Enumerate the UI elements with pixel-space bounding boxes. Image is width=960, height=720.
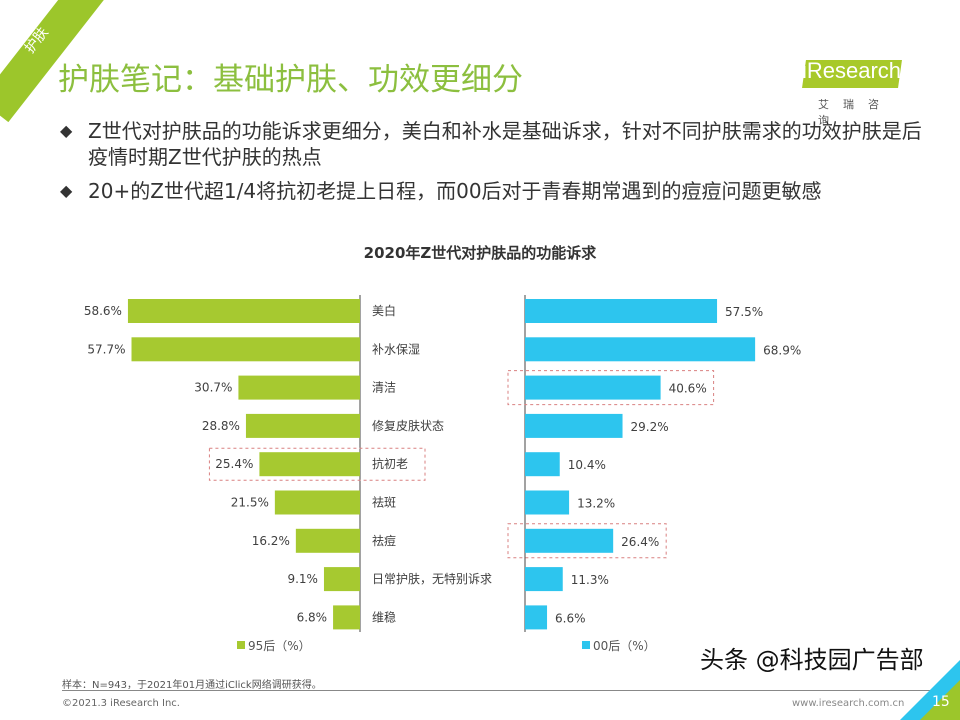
logo-subtitle: 艾瑞咨询 bbox=[818, 98, 893, 127]
bar-00 bbox=[525, 490, 570, 515]
bar-95 bbox=[238, 375, 360, 400]
category-label: 抗初老 bbox=[372, 456, 408, 471]
bar-00 bbox=[525, 452, 560, 477]
bar-95 bbox=[259, 452, 360, 477]
data-label-95: 57.7% bbox=[87, 342, 125, 356]
highlight-box bbox=[208, 447, 426, 481]
data-label-95: 28.8% bbox=[202, 419, 240, 433]
logo-text: iResearch bbox=[802, 58, 902, 83]
bullet-item: ◆ Z世代对护肤品的功能诉求更细分，美白和补水是基础诉求，针对不同护肤需求的功效护… bbox=[60, 118, 930, 170]
data-label-00: 10.4% bbox=[568, 458, 606, 472]
category-label: 维稳 bbox=[372, 609, 396, 624]
data-label-95: 9.1% bbox=[287, 572, 318, 586]
highlight-box bbox=[507, 370, 715, 406]
data-label-00: 6.6% bbox=[555, 611, 586, 625]
highlight-box bbox=[507, 523, 667, 559]
bar-00 bbox=[525, 605, 548, 630]
data-label-00: 26.4% bbox=[621, 535, 659, 549]
bullet-text: Z世代对护肤品的功能诉求更细分，美白和补水是基础诉求，针对不同护肤需求的功效护肤… bbox=[88, 119, 922, 169]
bullet-item: ◆ 20+的Z世代超1/4将抗初老提上日程，而00后对于青春期常遇到的痘痘问题更敏… bbox=[60, 178, 930, 204]
category-label: 祛斑 bbox=[372, 496, 396, 510]
legend-swatch-00 bbox=[582, 641, 590, 649]
category-label: 祛痘 bbox=[372, 533, 396, 548]
bar-95 bbox=[274, 490, 360, 515]
data-label-95: 16.2% bbox=[252, 534, 290, 548]
data-label-95: 30.7% bbox=[194, 381, 232, 395]
chart-title: 2020年Z世代对护肤品的功能诉求 bbox=[363, 244, 597, 262]
copyright: ©2021.3 iResearch Inc. bbox=[62, 698, 180, 709]
data-label-00: 13.2% bbox=[577, 497, 615, 511]
bar-00 bbox=[525, 567, 563, 592]
diamond-icon: ◆ bbox=[60, 121, 73, 140]
bar-95 bbox=[295, 528, 360, 553]
bullet-text: 20+的Z世代超1/4将抗初老提上日程，而00后对于青春期常遇到的痘痘问题更敏感 bbox=[88, 179, 822, 203]
website-url: www.iresearch.com.cn bbox=[792, 698, 905, 709]
category-label: 美白 bbox=[372, 303, 396, 318]
watermark: 头条 @科技园广告部 bbox=[700, 646, 924, 674]
bar-95 bbox=[131, 337, 360, 362]
data-label-00: 57.5% bbox=[725, 305, 763, 319]
category-label: 清洁 bbox=[372, 381, 396, 395]
legend-swatch-95 bbox=[237, 641, 245, 649]
data-label-95: 21.5% bbox=[231, 496, 269, 510]
data-label-00: 68.9% bbox=[763, 343, 801, 357]
data-label-00: 11.3% bbox=[571, 573, 609, 587]
bar-95 bbox=[323, 567, 360, 592]
category-label: 补水保湿 bbox=[372, 341, 420, 356]
sample-note: 样本：N=943，于2021年01月通过iClick网络调研获得。 bbox=[62, 680, 322, 691]
bar-00 bbox=[525, 413, 623, 438]
data-label-00: 29.2% bbox=[631, 420, 669, 434]
data-label-95: 6.8% bbox=[297, 610, 328, 624]
diamond-icon: ◆ bbox=[60, 181, 73, 200]
category-label: 修复皮肤状态 bbox=[372, 418, 444, 433]
bar-95 bbox=[245, 413, 360, 438]
data-label-00: 40.6% bbox=[669, 382, 707, 396]
legend-label-95: 95后（%） bbox=[248, 639, 311, 653]
divider bbox=[62, 690, 932, 691]
bar-95 bbox=[127, 299, 360, 323]
bar-00 bbox=[525, 375, 661, 400]
bar-00 bbox=[525, 299, 718, 323]
bar-00 bbox=[525, 337, 756, 362]
bar-00 bbox=[525, 528, 614, 553]
page-title: 护肤笔记：基础护肤、功效更细分 bbox=[58, 62, 523, 98]
legend-label-00: 00后（%） bbox=[593, 639, 656, 653]
page-number: 15 bbox=[932, 694, 950, 710]
category-label: 日常护肤，无特别诉求 bbox=[372, 571, 492, 586]
bar-95 bbox=[333, 605, 360, 630]
data-label-95: 25.4% bbox=[215, 457, 253, 471]
data-label-95: 58.6% bbox=[84, 304, 122, 318]
corner-decoration bbox=[920, 680, 960, 720]
